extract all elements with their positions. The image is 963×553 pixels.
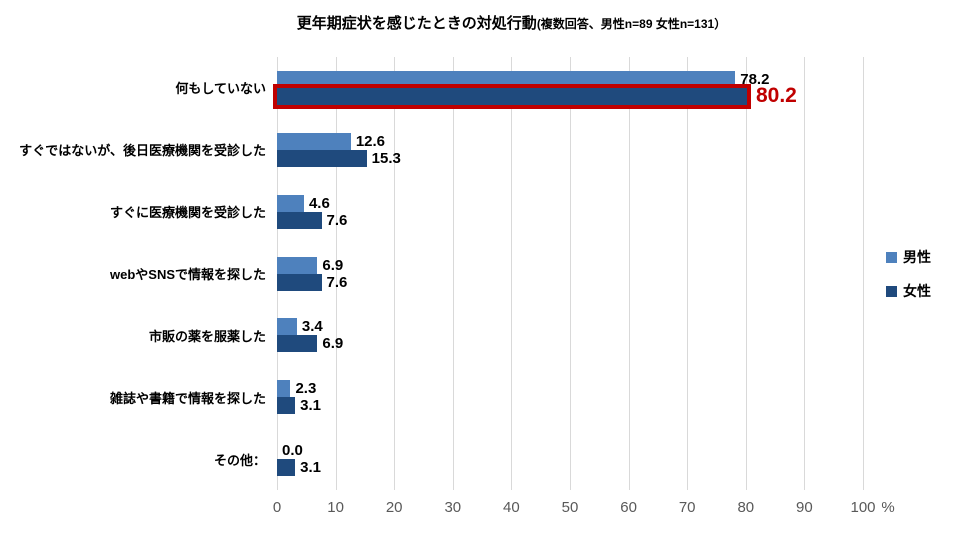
x-axis: % 0 10 20 30 40 50 60 70 80 90 100	[273, 499, 895, 519]
value-label: 3.1	[300, 397, 322, 415]
bar-女性	[277, 211, 322, 229]
bar-女性	[277, 459, 296, 477]
category-label: その他：	[213, 452, 266, 468]
value-label: 80.2	[755, 83, 797, 107]
gridline	[570, 57, 571, 490]
value-label: 7.6	[326, 273, 348, 291]
category-axis: 何もしていないすぐではないが、後日医療機関を受診したすぐに医療機関を受診した we…	[0, 57, 266, 490]
x-axis-unit: %	[881, 499, 895, 516]
category-label: 何もしていない	[175, 81, 266, 97]
bar-女性	[277, 149, 367, 167]
category-label: すぐに医療機関を受診した	[109, 205, 266, 221]
gridline	[863, 57, 864, 490]
bar-男性	[277, 318, 297, 336]
bar-女性	[277, 397, 296, 415]
bar-男性	[277, 194, 304, 212]
gridline	[687, 57, 689, 490]
gridline	[452, 57, 454, 490]
x-tick-label: 100	[850, 499, 876, 516]
x-tick-label: 70	[678, 499, 696, 516]
bar-男性	[277, 132, 351, 150]
x-tick-label: 60	[620, 499, 637, 516]
x-tick-label: 90	[796, 499, 813, 516]
legend-label: 女性	[903, 283, 931, 299]
value-label: 3.1	[300, 459, 322, 477]
x-tick-label: 40	[503, 499, 520, 516]
x-tick-label: 10	[327, 499, 344, 516]
legend-item-男性: 男性	[886, 247, 931, 267]
gridline	[335, 57, 337, 490]
legend-item-女性: 女性	[886, 281, 931, 301]
x-tick-label: 80	[737, 499, 755, 516]
bar-女性	[273, 83, 751, 109]
category-label: webやSNSで情報を探した	[109, 266, 266, 282]
gridline	[628, 57, 630, 490]
category-label: 雑誌や書籍で情報を探した	[109, 390, 266, 406]
plot-area: 78.2 80.2 12.6 15.3 4.6 7.6 6.9 7.6 3.4 6.9 2.3 3.1…	[273, 57, 864, 490]
legend: 男性 女性	[886, 247, 931, 301]
bar-女性	[277, 273, 322, 291]
x-tick-label: 30	[444, 499, 462, 516]
value-label: 7.6	[326, 211, 348, 229]
bar-女性	[277, 335, 318, 353]
bar-男性	[277, 380, 291, 398]
gridline	[804, 57, 806, 490]
legend-swatch	[886, 285, 897, 297]
value-label: 4.6	[308, 194, 330, 212]
chart-title: 更年期症状を感じたときの対処行動(複数回答、男性n=89 女性n=131）	[30, 12, 963, 33]
x-tick-label: 0	[272, 499, 282, 516]
x-tick-label: 50	[561, 499, 579, 516]
category-label: すぐではないが、後日医療機関を受診した	[19, 143, 266, 159]
value-label: 12.6	[355, 132, 386, 150]
gridline	[745, 57, 747, 490]
value-label: 0.0	[282, 442, 303, 460]
legend-label: 男性	[903, 249, 931, 265]
value-label: 6.9	[322, 256, 344, 274]
category-label: 市販の薬を服薬した	[148, 328, 266, 344]
bar-男性	[277, 256, 318, 274]
chart-title-sub: (複数回答、男性n=89 女性n=131）	[536, 17, 727, 31]
gridline	[511, 57, 513, 490]
legend-swatch	[886, 251, 897, 263]
value-label: 78.2	[740, 70, 770, 88]
value-label: 3.4	[301, 318, 323, 336]
value-label: 15.3	[371, 149, 401, 167]
x-tick-label: 20	[385, 499, 403, 516]
value-label: 2.3	[295, 380, 317, 398]
chart-title-main: 更年期症状を感じたときの対処行動	[296, 15, 537, 32]
bar-男性	[277, 70, 736, 88]
value-label: 6.9	[322, 335, 344, 353]
gridline	[394, 57, 396, 490]
